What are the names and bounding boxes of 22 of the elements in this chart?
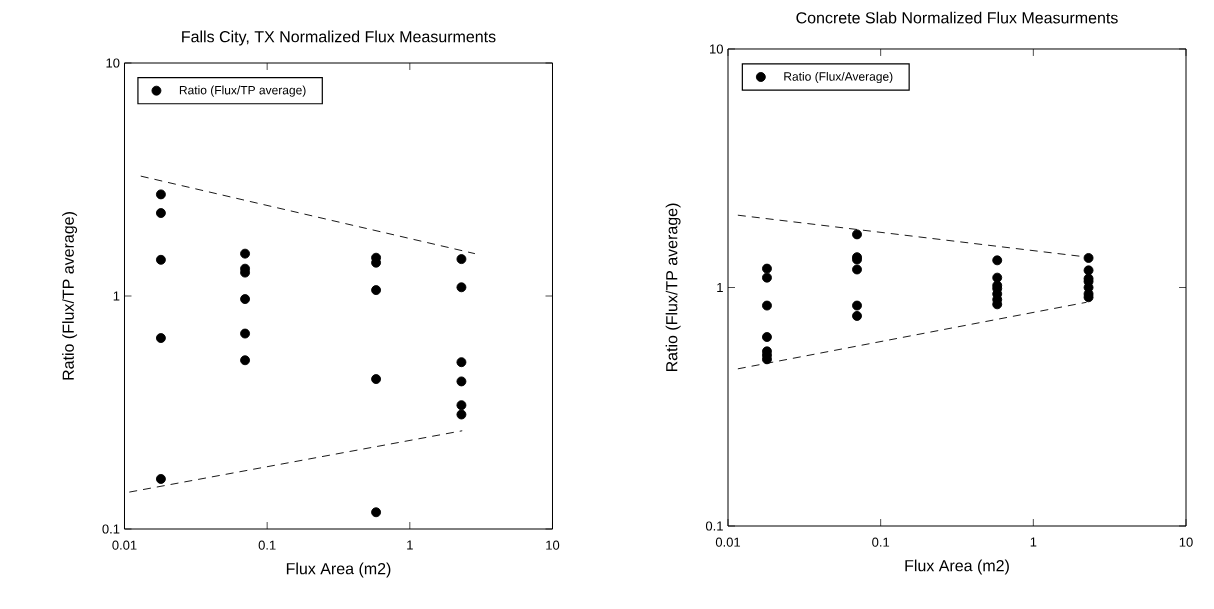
y-axis-title: Ratio (Flux/TP average) <box>665 203 681 372</box>
x-axis-title: Flux Area (m2) <box>905 559 1009 575</box>
y-tick-label: 1 <box>113 291 120 301</box>
y-tick-label: 0.1 <box>102 524 120 534</box>
chart-title: Concrete Slab Normalized Flux Measurments <box>796 11 1118 24</box>
legend-label: Ratio (Flux/TP average) <box>179 85 306 97</box>
x-tick-label: 0.01 <box>715 537 741 547</box>
legend-label: Ratio (Flux/Average) <box>784 71 893 84</box>
y-tick-label: 10 <box>106 58 120 68</box>
x-tick-label: 0.1 <box>258 540 276 550</box>
x-tick-label: 0.01 <box>112 540 137 550</box>
x-tick-label: 1 <box>407 540 413 550</box>
y-tick-label: 10 <box>710 44 723 54</box>
x-axis-title: Flux Area (m2) <box>286 562 391 578</box>
x-tick-label: 1 <box>1030 537 1037 547</box>
x-tick-label: 0.1 <box>872 537 890 547</box>
y-tick-label: 0.1 <box>705 521 723 531</box>
y-axis-title: Ratio (Flux/TP average) <box>62 212 78 380</box>
chart-title: Falls City, TX Normalized Flux Measurments <box>182 30 496 46</box>
x-tick-label: 10 <box>1179 537 1193 547</box>
y-tick-label: 1 <box>717 283 723 292</box>
x-tick-label: 10 <box>546 540 560 550</box>
